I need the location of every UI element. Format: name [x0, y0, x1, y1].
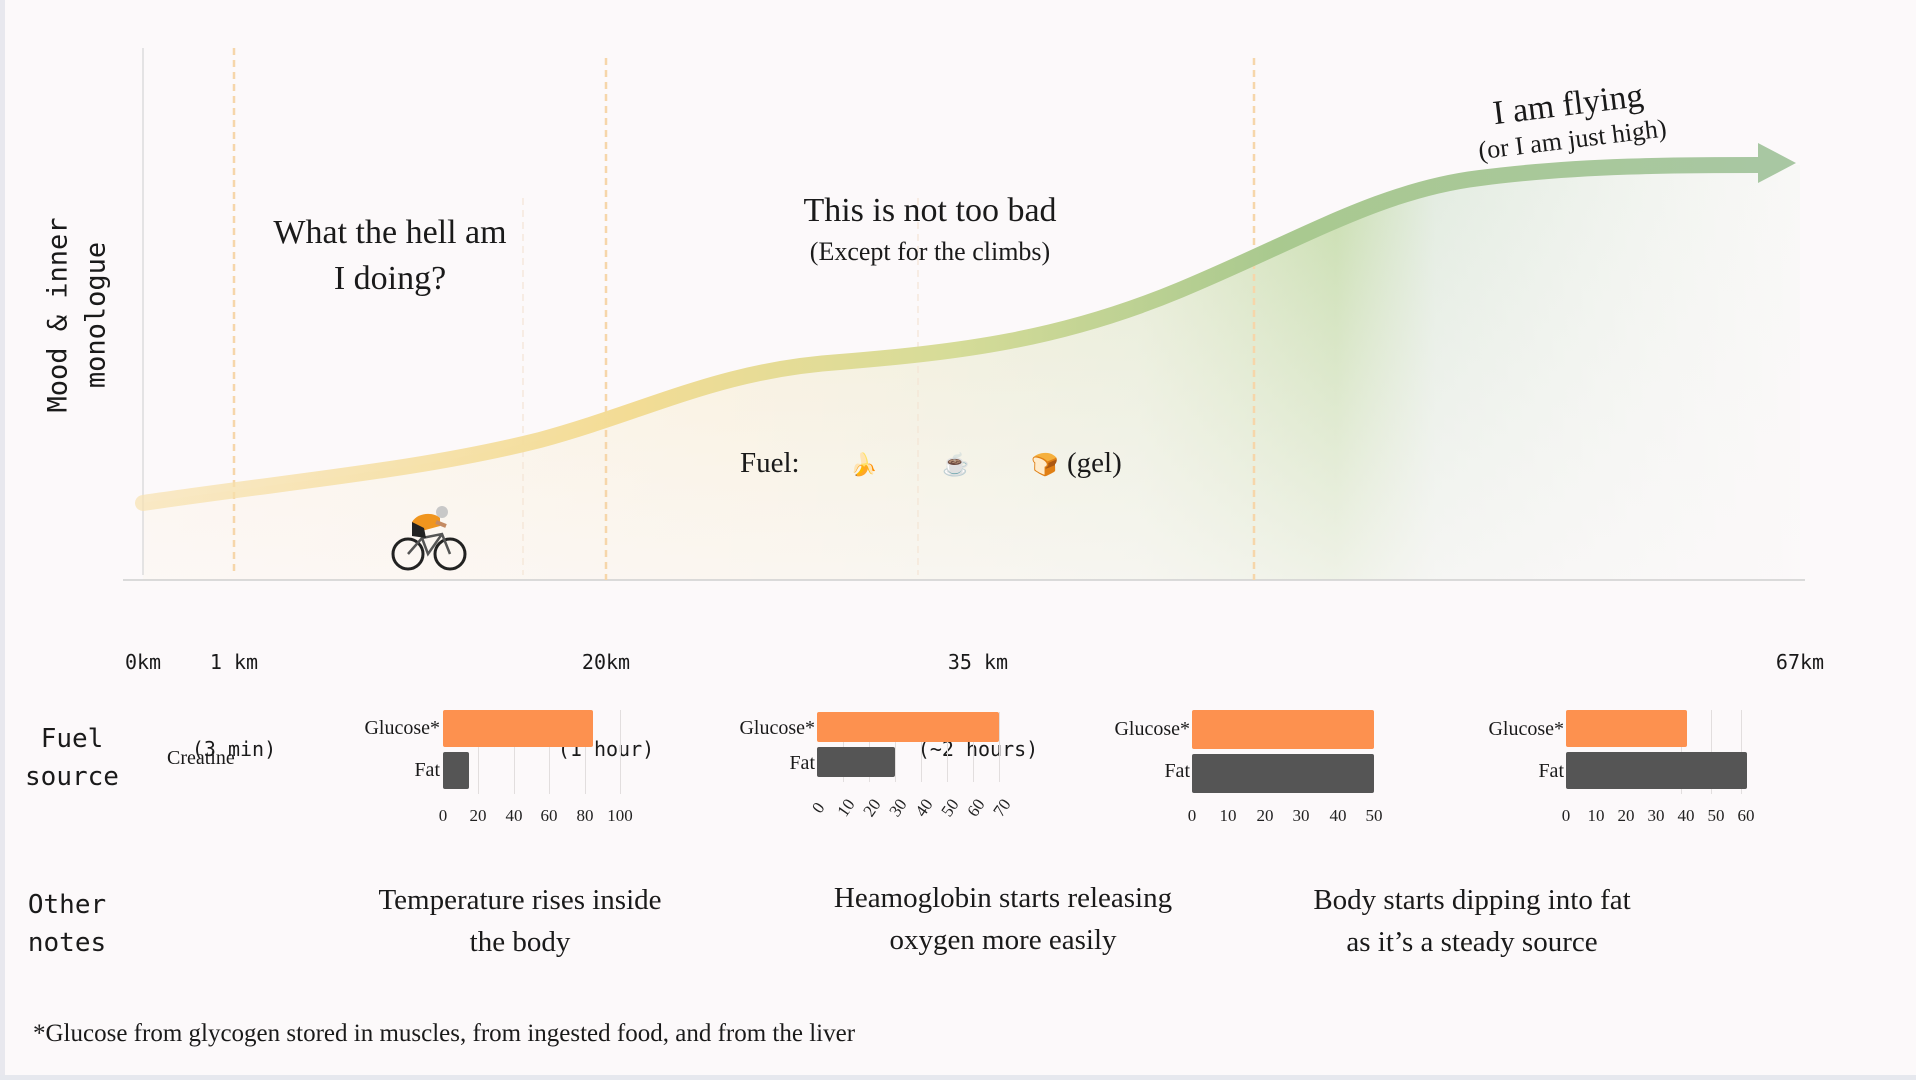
- tick: 20: [859, 795, 885, 821]
- mood-chart: [123, 48, 1805, 581]
- tick: 50: [1707, 806, 1725, 825]
- fat-label: Fat: [789, 752, 815, 774]
- footnote: *Glucose from glycogen stored in muscles…: [33, 1020, 856, 1047]
- x-tick-67km: 67km: [1776, 590, 1824, 706]
- tick: 40: [1329, 806, 1347, 825]
- left-border: [0, 0, 5, 1080]
- x-tick-label: 35 km: [947, 650, 1009, 674]
- tick: 0: [1561, 806, 1571, 825]
- tick: 40: [1677, 806, 1695, 825]
- x-tick-label: 1 km: [209, 650, 259, 674]
- x-tick-label: 0km: [124, 650, 162, 674]
- glucose-label: Glucose*: [1488, 718, 1564, 740]
- fuel-chart-4: Glucose* Fat 0 10 20 30 40 50 60: [1444, 710, 1764, 830]
- tick: 20: [1617, 806, 1635, 825]
- arrow-head-icon: [1758, 143, 1796, 183]
- glucose-label: Glucose*: [364, 717, 440, 739]
- tick: 10: [1587, 806, 1605, 825]
- tick: 10: [1219, 806, 1237, 825]
- fat-bar: [1192, 754, 1374, 793]
- fuel-intake-label: Fuel:: [740, 447, 800, 479]
- tick: 80: [576, 806, 594, 825]
- other-notes-label: Other notes: [27, 890, 107, 958]
- glucose-bar: [1566, 710, 1687, 747]
- tick: 20: [469, 806, 487, 825]
- x-tick-label: 67km: [1775, 650, 1825, 674]
- annotation-not-too-bad: This is not too bad (Except for the clim…: [760, 188, 1100, 270]
- gel-note: (gel): [1067, 447, 1122, 479]
- note-fat: Body starts dipping into fat as it’s a s…: [1313, 884, 1631, 958]
- bottom-border: [0, 1075, 1916, 1080]
- note-temperature: Temperature rises inside the body: [378, 884, 662, 958]
- x-tick-label: 20km: [581, 650, 631, 674]
- tick: 10: [833, 795, 859, 821]
- note-haemoglobin: Heamoglobin starts releasing oxygen more…: [833, 882, 1173, 956]
- tick: 70: [989, 795, 1015, 821]
- fat-label: Fat: [1164, 760, 1190, 782]
- fat-label: Fat: [1538, 760, 1564, 782]
- annotation-what-the-hell: What the hell am I doing?: [273, 214, 507, 297]
- tick: 0: [1187, 806, 1197, 825]
- glucose-label: Glucose*: [739, 717, 815, 739]
- tick: 60: [540, 806, 558, 825]
- tick: 0: [438, 806, 448, 825]
- annotation-not-too-bad-subtitle: (Except for the climbs): [809, 237, 1051, 266]
- tick: 0: [808, 798, 829, 817]
- mood-curve: [135, 157, 1768, 511]
- glucose-bar: [443, 710, 593, 747]
- glucose-bar: [1192, 710, 1374, 749]
- fuel-chart-3: Glucose* Fat 0 10 20 30 40 50: [1070, 710, 1390, 830]
- fat-bar: [1566, 752, 1747, 789]
- fat-bar: [443, 752, 469, 789]
- glucose-label: Glucose*: [1114, 718, 1190, 740]
- tick: 30: [1292, 806, 1310, 825]
- y-axis-label-text: Mood & inner monologue: [43, 217, 113, 413]
- x-tick-1km: 1 km (3 min): [192, 590, 276, 793]
- tick: 100: [607, 806, 633, 825]
- tick: 60: [963, 795, 989, 821]
- y-axis-label: Mood & inner monologue: [38, 200, 118, 430]
- cyclist-icon: [391, 506, 467, 571]
- tick: 50: [1365, 806, 1383, 825]
- annotation-not-too-bad-title: This is not too bad: [803, 192, 1057, 229]
- fuel-chart-1: Glucose* Fat 0 20 40 60 80 100: [320, 710, 640, 830]
- x-tick-0km: 0km: [125, 590, 161, 706]
- fuel-source-label: Fuel source: [25, 724, 119, 792]
- tick: 40: [505, 806, 523, 825]
- creatine-label: Creatine: [167, 747, 235, 769]
- x-tick-sublabel: (3 min): [191, 737, 277, 761]
- tick: 50: [937, 795, 963, 821]
- bread-icon: 🍞: [1031, 452, 1059, 477]
- tick: 30: [885, 795, 911, 821]
- tick: 30: [1647, 806, 1665, 825]
- banana-icon: 🍌: [850, 452, 878, 477]
- fat-bar: [817, 747, 895, 777]
- glucose-bar: [817, 712, 999, 742]
- tick: 40: [911, 795, 937, 821]
- tick: 60: [1737, 806, 1755, 825]
- fuel-chart-2: Glucose* Fat 0 10 20 30 40 50 60 70: [695, 712, 1015, 832]
- coffee-icon: ☕: [942, 452, 970, 477]
- tick: 20: [1256, 806, 1274, 825]
- fat-label: Fat: [414, 759, 440, 781]
